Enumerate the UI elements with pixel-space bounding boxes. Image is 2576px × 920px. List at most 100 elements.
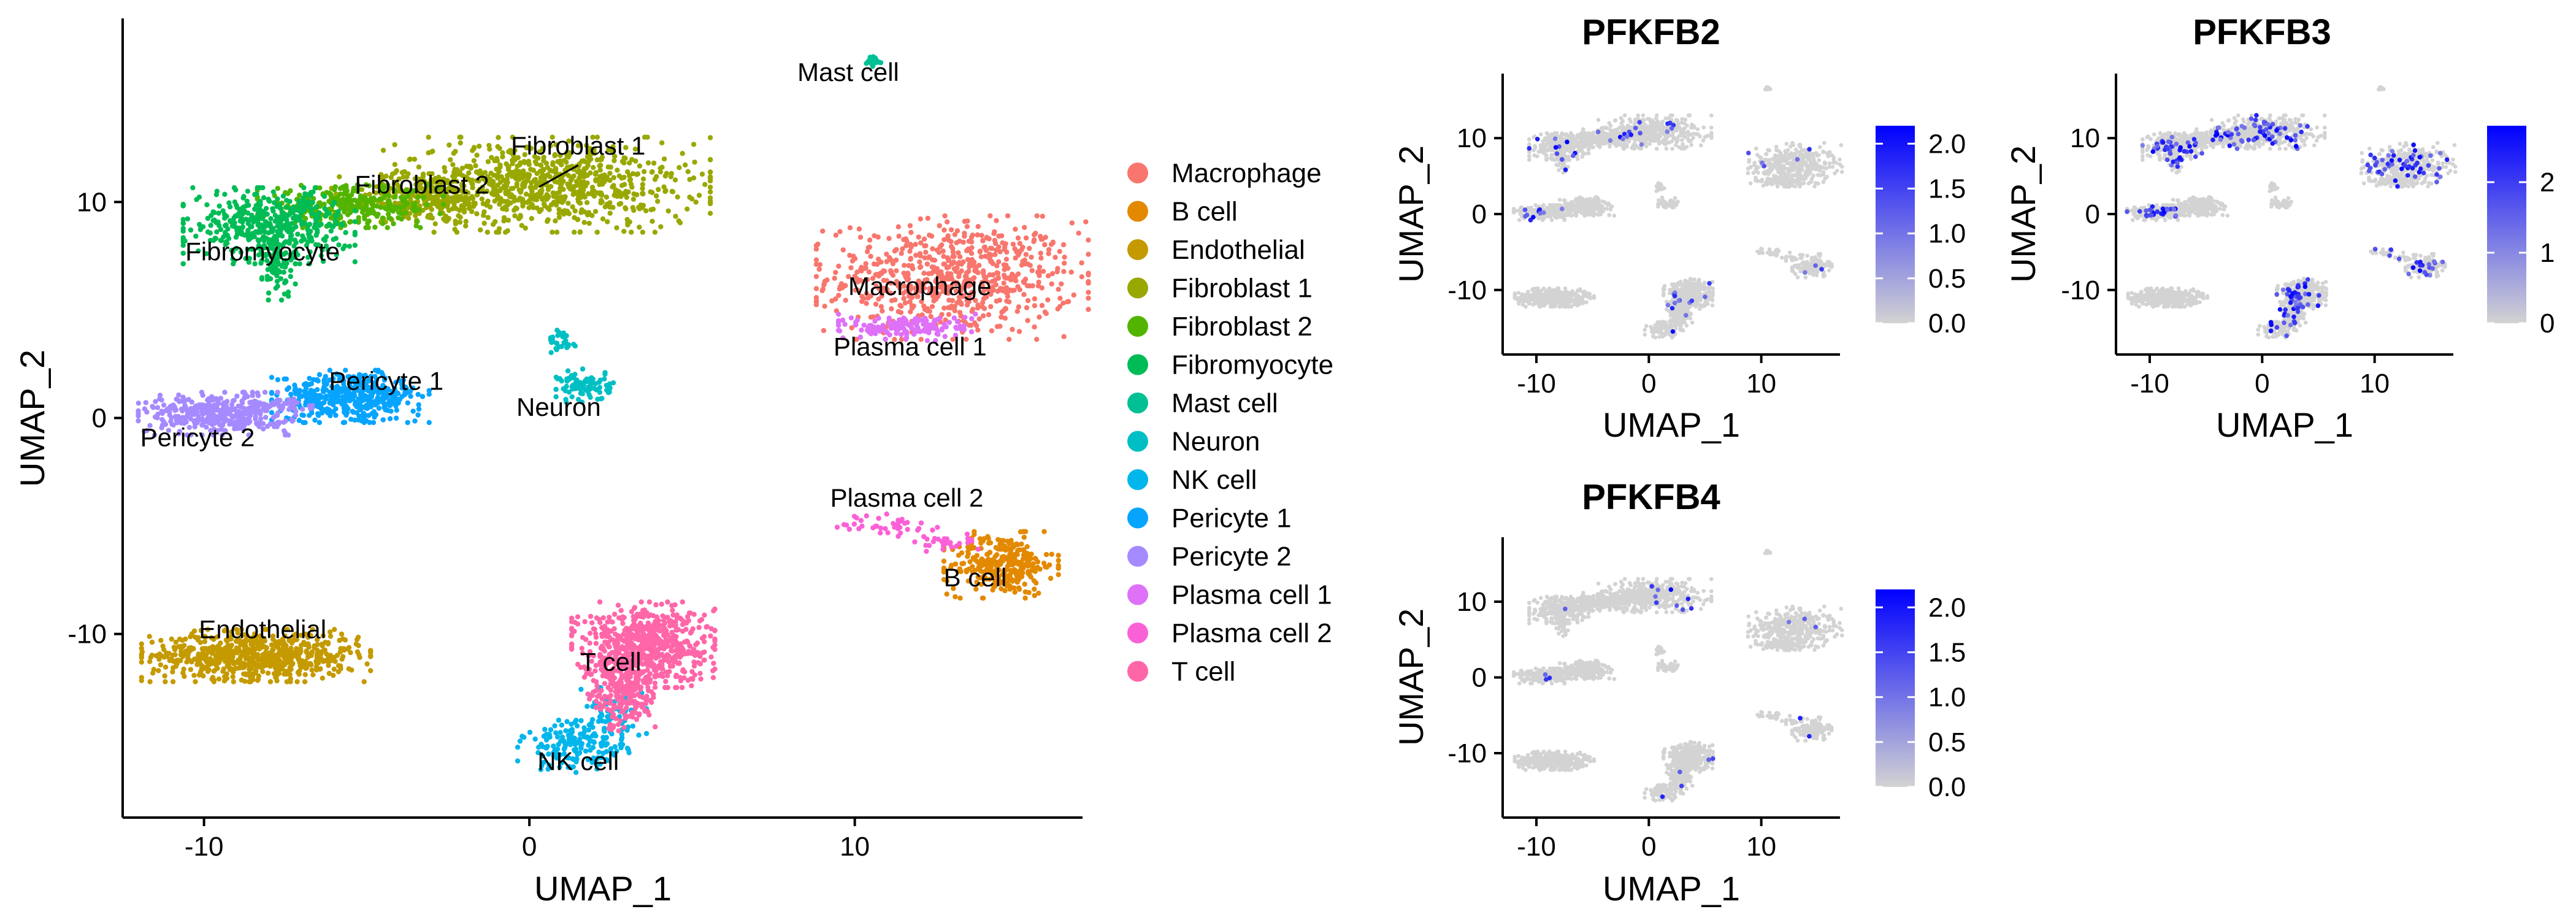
data-point xyxy=(820,286,826,292)
data-point xyxy=(881,285,886,291)
data-point xyxy=(637,224,642,230)
data-point xyxy=(264,212,270,217)
data-point xyxy=(364,203,369,209)
data-point xyxy=(1006,574,1011,580)
data-point xyxy=(216,210,221,216)
data-point xyxy=(247,667,252,672)
data-point xyxy=(1012,589,1018,595)
data-point xyxy=(352,259,358,264)
data-point xyxy=(1014,580,1020,585)
data-point xyxy=(497,162,503,168)
data-point xyxy=(221,674,228,680)
data-point xyxy=(707,157,713,163)
data-point xyxy=(887,290,894,296)
data-point xyxy=(899,337,905,342)
data-point xyxy=(870,314,876,320)
data-point xyxy=(223,222,229,228)
data-point xyxy=(602,729,607,734)
data-point xyxy=(410,201,416,207)
data-point xyxy=(822,304,827,309)
data-point xyxy=(965,257,971,263)
data-point xyxy=(873,283,879,289)
data-point xyxy=(992,277,998,283)
data-point xyxy=(921,236,927,242)
data-point xyxy=(581,166,587,172)
data-point xyxy=(310,199,315,205)
data-point xyxy=(391,221,396,226)
data-point xyxy=(866,269,872,275)
data-point xyxy=(305,227,310,232)
data-point xyxy=(927,290,932,296)
data-point xyxy=(288,274,293,279)
data-point xyxy=(275,196,280,202)
data-point xyxy=(283,659,288,665)
data-point xyxy=(977,249,983,255)
data-point xyxy=(992,229,997,235)
data-point xyxy=(266,230,272,236)
data-point xyxy=(1013,274,1018,279)
data-point xyxy=(1034,213,1040,219)
data-point xyxy=(516,169,522,174)
data-point xyxy=(268,216,274,221)
data-point xyxy=(1037,264,1043,270)
data-point xyxy=(888,268,894,274)
data-point xyxy=(684,206,690,212)
data-point xyxy=(892,337,897,342)
data-point xyxy=(302,672,308,678)
data-point xyxy=(657,166,663,171)
data-point xyxy=(198,627,204,634)
data-point xyxy=(243,411,249,416)
data-point xyxy=(615,167,620,173)
data-point xyxy=(297,646,304,652)
data-point xyxy=(862,266,868,271)
data-point xyxy=(1022,529,1029,534)
data-point xyxy=(161,402,167,408)
data-point xyxy=(210,397,215,403)
data-point xyxy=(1060,301,1066,306)
data-point xyxy=(318,221,324,227)
data-point xyxy=(908,229,914,236)
data-point xyxy=(280,645,286,651)
data-point xyxy=(629,229,634,235)
data-point xyxy=(965,578,972,584)
data-point xyxy=(918,337,924,342)
data-point xyxy=(246,202,251,208)
data-point xyxy=(1019,559,1024,565)
data-point xyxy=(309,410,315,416)
data-point xyxy=(846,274,851,280)
data-point xyxy=(523,191,529,197)
data-point xyxy=(1038,234,1043,239)
data-point xyxy=(1019,541,1024,547)
data-point xyxy=(328,634,334,639)
data-point xyxy=(1024,544,1030,550)
data-point xyxy=(204,656,209,662)
data-point xyxy=(504,207,509,212)
data-point xyxy=(481,209,487,215)
data-point xyxy=(446,207,452,213)
data-point xyxy=(970,569,976,575)
data-point xyxy=(1036,269,1041,274)
data-point xyxy=(993,282,999,288)
data-point xyxy=(990,573,996,578)
data-point xyxy=(645,134,650,140)
data-point xyxy=(517,162,523,167)
data-point xyxy=(888,280,894,286)
data-point xyxy=(945,291,951,296)
data-point xyxy=(331,666,337,672)
data-point xyxy=(496,175,501,180)
data-point xyxy=(173,407,179,413)
data-point xyxy=(941,261,946,267)
data-point xyxy=(275,662,281,668)
data-point xyxy=(979,304,986,310)
data-point xyxy=(881,278,887,283)
data-point xyxy=(173,658,179,664)
data-point xyxy=(221,647,227,653)
data-point xyxy=(707,178,713,184)
data-point xyxy=(239,627,244,632)
data-point xyxy=(956,259,962,266)
data-point xyxy=(295,231,301,237)
data-point xyxy=(463,223,469,229)
data-point xyxy=(640,229,646,235)
data-point xyxy=(161,654,167,660)
data-point xyxy=(979,596,986,601)
